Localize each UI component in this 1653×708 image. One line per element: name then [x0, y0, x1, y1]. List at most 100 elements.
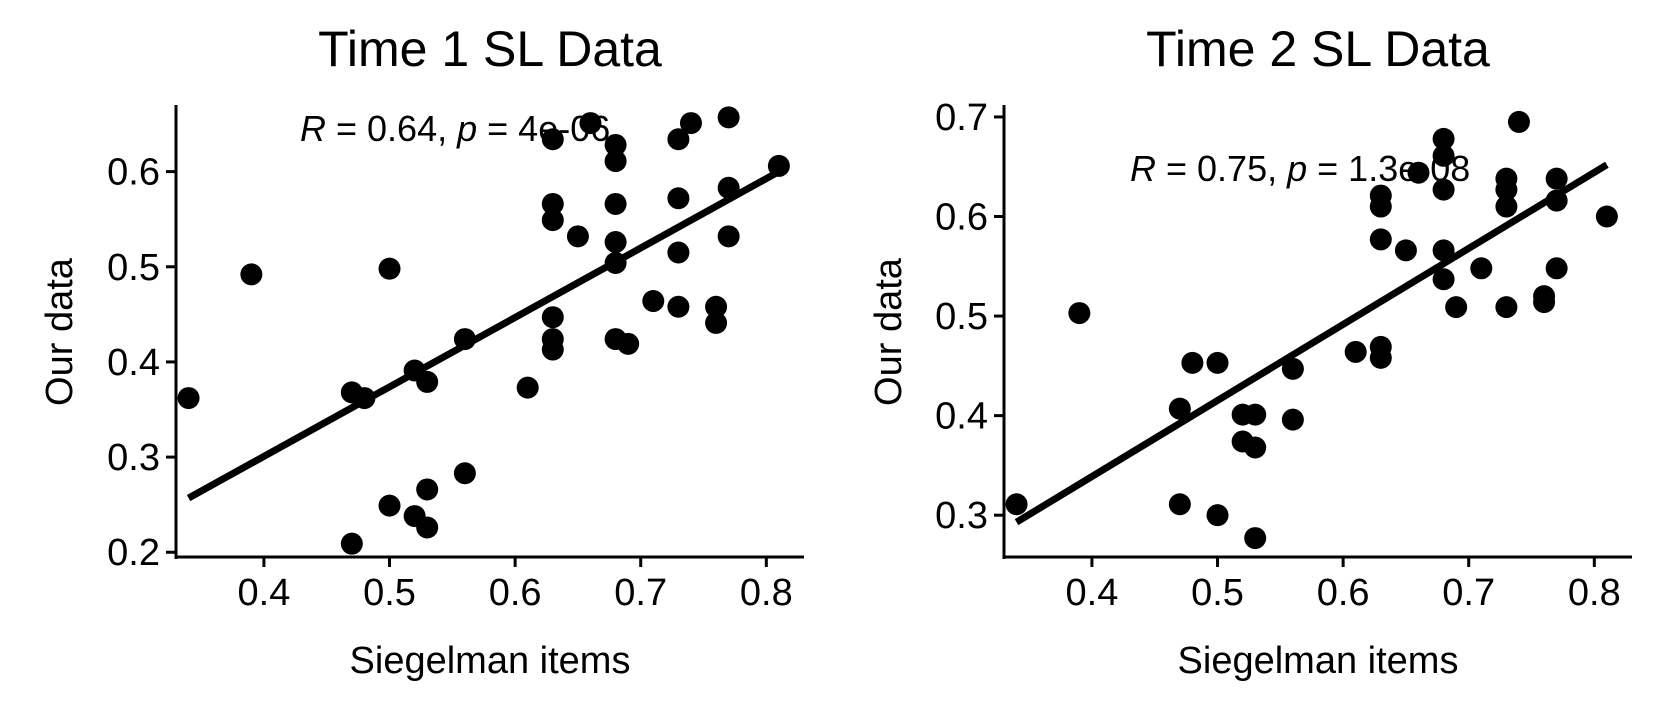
data-point [541, 306, 564, 329]
data-point [1281, 357, 1304, 380]
regression-line [1014, 161, 1609, 526]
x-ticks: 0.4 0.5 0.6 0.7 0.8 [1066, 557, 1621, 614]
data-point [1168, 397, 1191, 420]
x-ticks: 0.4 0.5 0.6 0.7 0.8 [238, 557, 793, 614]
y-ticks: 0.3 0.4 0.5 0.6 0.7 [935, 97, 1004, 537]
y-tick-label: 0.7 [935, 97, 988, 139]
data-point [604, 133, 627, 156]
data-point [679, 112, 702, 135]
data-point [1068, 302, 1091, 325]
x-tick-label: 0.4 [238, 572, 291, 614]
y-tick-label: 0.4 [107, 342, 160, 384]
data-point [1168, 493, 1191, 516]
data-point [1507, 110, 1530, 133]
data-point [604, 150, 627, 173]
x-axis-title: Siegelman items [1178, 640, 1459, 682]
y-tick-label: 0.6 [935, 197, 988, 239]
data-points [1005, 110, 1618, 550]
data-point [416, 370, 439, 393]
y-tick-label: 0.2 [107, 532, 160, 574]
data-point [579, 112, 602, 135]
data-point [1495, 296, 1518, 319]
data-point [604, 231, 627, 254]
data-point [642, 290, 665, 313]
chart-title: Time 1 SL Data [318, 21, 662, 77]
data-point [1445, 296, 1468, 319]
data-point [1244, 436, 1267, 459]
r-value: = 0.75, [1156, 148, 1287, 189]
x-tick-label: 0.7 [614, 572, 667, 614]
data-point [240, 263, 263, 286]
data-point [1495, 195, 1518, 218]
data-point [667, 187, 690, 210]
data-point [705, 311, 728, 334]
data-point [1545, 257, 1568, 280]
chart-title: Time 2 SL Data [1146, 21, 1490, 77]
data-point [717, 176, 740, 199]
x-tick-label: 0.6 [489, 572, 542, 614]
data-point [340, 532, 363, 555]
data-point [541, 338, 564, 361]
data-point [453, 328, 476, 351]
data-point [717, 106, 740, 129]
data-point [667, 241, 690, 264]
x-tick-label: 0.5 [363, 572, 416, 614]
data-point [353, 387, 376, 410]
data-point [1432, 239, 1455, 262]
data-point [1206, 504, 1229, 527]
data-point [1394, 239, 1417, 262]
data-point [416, 478, 439, 501]
data-point [1369, 346, 1392, 369]
y-tick-label: 0.3 [935, 495, 988, 537]
data-point [1432, 144, 1455, 167]
data-point [1495, 178, 1518, 201]
y-tick-label: 0.6 [107, 152, 160, 194]
data-point [541, 128, 564, 151]
data-point [1244, 403, 1267, 426]
data-point [378, 257, 401, 280]
p-value: = 1.3e-08 [1307, 148, 1470, 189]
data-point [1432, 127, 1455, 150]
data-point [1533, 291, 1556, 314]
data-point [1595, 205, 1618, 228]
data-point [1432, 268, 1455, 291]
data-point [453, 462, 476, 485]
y-ticks: 0.2 0.3 0.4 0.5 0.6 [107, 152, 176, 574]
correlation-annotation: R = 0.64, p = 4e-06 [300, 108, 610, 149]
data-point [767, 154, 790, 177]
data-point [667, 128, 690, 151]
data-points [177, 106, 790, 555]
y-axis-title: Our data [868, 257, 910, 406]
x-axis-title: Siegelman items [350, 640, 631, 682]
data-point [717, 225, 740, 248]
panel-time-1: Time 1 SL Data Our data Siegelman items … [39, 21, 804, 682]
data-point [1005, 493, 1028, 516]
data-point [516, 376, 539, 399]
data-point [617, 332, 640, 355]
data-point [378, 494, 401, 517]
data-point [1470, 257, 1493, 280]
data-point [1344, 340, 1367, 363]
regression-line [186, 168, 781, 502]
y-tick-label: 0.5 [935, 296, 988, 338]
data-point [1281, 408, 1304, 431]
y-tick-label: 0.3 [107, 437, 160, 479]
data-point [1206, 351, 1229, 374]
r-symbol: R [1130, 148, 1156, 189]
data-point [1369, 195, 1392, 218]
panel-time-2: Time 2 SL Data Our data Siegelman items … [868, 21, 1632, 682]
data-point [604, 251, 627, 274]
x-tick-label: 0.8 [1568, 572, 1621, 614]
data-point [541, 192, 564, 215]
data-point [667, 295, 690, 318]
p-value: = 4e-06 [477, 108, 610, 149]
data-point [1369, 228, 1392, 251]
r-value: = 0.64, [326, 108, 457, 149]
data-point [1407, 161, 1430, 184]
p-symbol: p [1286, 148, 1307, 189]
data-point [1432, 178, 1455, 201]
data-point [566, 225, 589, 248]
data-point [604, 192, 627, 215]
data-point [1545, 189, 1568, 212]
